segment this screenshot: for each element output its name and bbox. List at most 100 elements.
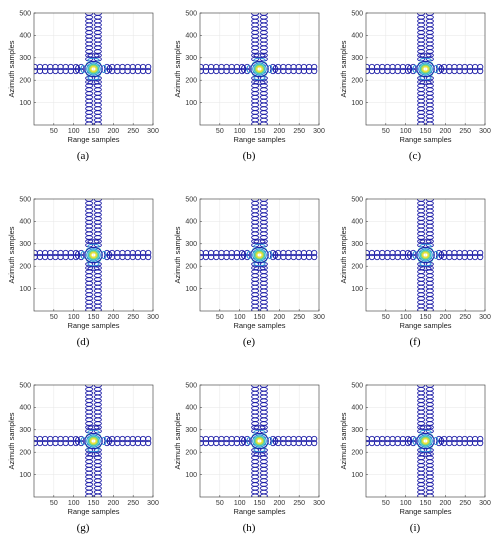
x-tick-label: 300 — [479, 128, 491, 135]
y-tick-label: 100 — [351, 472, 363, 479]
x-tick-label: 50 — [50, 128, 58, 135]
contour-plot: 50 100 150 200 250 300 100 200 300 400 500 Range sa… — [339, 10, 491, 144]
sidelobe-contour — [477, 249, 484, 257]
sidelobe-contour — [477, 439, 484, 447]
near-lobe-contour — [438, 436, 445, 446]
peak-contour — [255, 65, 264, 73]
x-tick-label: 50 — [382, 128, 390, 135]
peak-contour — [88, 250, 99, 260]
peak-contour — [416, 432, 435, 450]
y-tick-label: 400 — [185, 33, 197, 40]
y-axis-title: Azimuth samples — [7, 226, 16, 283]
y-tick-label: 500 — [185, 382, 197, 389]
peak-contour — [416, 60, 435, 78]
x-tick-label: 100 — [68, 500, 80, 507]
y-tick-label: 200 — [351, 450, 363, 457]
near-lobe-contour — [87, 452, 100, 457]
near-lobe-contour — [406, 436, 413, 446]
contour-group — [34, 385, 152, 497]
y-tick-label: 200 — [351, 264, 363, 271]
near-lobe-contour — [253, 266, 266, 271]
near-lobe-contour — [106, 250, 113, 260]
near-lobe-contour — [240, 436, 247, 446]
sidelobe-contour — [425, 13, 434, 16]
x-tick-label: 300 — [479, 314, 491, 321]
y-tick-label: 400 — [19, 33, 31, 40]
near-lobe-contour — [101, 250, 107, 260]
x-tick-label: 150 — [88, 314, 100, 321]
peak-contour — [419, 249, 432, 261]
x-axis-title: Range samples — [67, 321, 119, 330]
near-lobe-contour — [419, 425, 432, 430]
x-tick-label: 200 — [273, 500, 285, 507]
near-lobe-contour — [433, 250, 439, 260]
near-lobe-contour — [267, 250, 273, 260]
peak-contour — [252, 62, 267, 76]
y-tick-label: 500 — [351, 10, 363, 17]
peak-contour — [253, 435, 266, 447]
sidelobe-contour — [311, 67, 318, 75]
y-tick-label: 500 — [19, 196, 31, 203]
x-axis-title: Range samples — [399, 507, 451, 516]
y-tick-label: 500 — [185, 196, 197, 203]
near-lobe-contour — [106, 436, 113, 446]
x-tick-label: 300 — [313, 314, 325, 321]
sidelobe-contour — [477, 63, 484, 71]
near-lobe-contour — [419, 266, 432, 271]
peak-contour — [421, 251, 430, 259]
chart-panel: 50 100 150 200 250 300 100 200 300 400 500 Range sa… — [0, 372, 166, 555]
near-lobe-contour — [267, 64, 273, 74]
peak-contour — [253, 249, 266, 261]
y-tick-label: 300 — [19, 427, 31, 434]
x-tick-label: 100 — [400, 314, 412, 321]
peak-contour — [418, 248, 433, 262]
sidelobe-contour — [311, 435, 318, 443]
y-tick-label: 100 — [19, 100, 31, 107]
x-tick-label: 250 — [127, 128, 139, 135]
y-tick-label: 300 — [351, 55, 363, 62]
x-tick-label: 250 — [459, 128, 471, 135]
sidelobe-contour — [259, 13, 268, 16]
near-lobe-contour — [438, 64, 445, 74]
near-lobe-contour — [419, 80, 432, 85]
x-tick-label: 150 — [254, 128, 266, 135]
peak-contour — [418, 434, 433, 448]
y-tick-label: 300 — [351, 241, 363, 248]
sidelobe-contour — [259, 385, 268, 388]
x-axis-title: Range samples — [67, 507, 119, 516]
chart-panel: 50 100 150 200 250 300 100 200 300 400 500 Range sa… — [166, 372, 332, 555]
y-axis-title: Azimuth samples — [7, 412, 16, 469]
peak-contour — [255, 437, 264, 445]
near-lobe-contour — [101, 436, 107, 446]
y-axis-title: Azimuth samples — [7, 40, 16, 97]
contour-plot: 50 100 150 200 250 300 100 200 300 400 500 Range sa… — [7, 10, 159, 144]
contour-group — [200, 199, 318, 311]
x-axis-title: Range samples — [399, 135, 451, 144]
contour-group — [366, 13, 484, 125]
peak-contour — [253, 63, 266, 75]
peak-contour — [89, 437, 98, 445]
peak-contour — [84, 246, 103, 264]
x-tick-label: 300 — [313, 500, 325, 507]
y-tick-label: 100 — [185, 472, 197, 479]
y-tick-label: 100 — [351, 286, 363, 293]
near-lobe-contour — [272, 250, 279, 260]
x-tick-label: 300 — [147, 500, 159, 507]
near-lobe-contour — [412, 250, 418, 260]
sidelobe-contour — [251, 385, 260, 388]
sidelobe-contour — [85, 13, 94, 16]
near-lobe-contour — [80, 64, 86, 74]
x-tick-label: 200 — [439, 500, 451, 507]
x-tick-label: 150 — [420, 314, 432, 321]
near-lobe-contour — [87, 53, 100, 58]
sidelobe-contour — [425, 199, 434, 202]
near-lobe-contour — [412, 436, 418, 446]
near-lobe-contour — [80, 250, 86, 260]
x-tick-label: 100 — [400, 128, 412, 135]
sidelobe-contour — [145, 253, 152, 261]
near-lobe-contour — [240, 250, 247, 260]
contour-plot: 50 100 150 200 250 300 100 200 300 400 500 Range sa… — [7, 382, 159, 516]
contour-plot: 50 100 150 200 250 300 100 200 300 400 500 Range sa… — [7, 196, 159, 330]
y-tick-label: 100 — [185, 100, 197, 107]
chart-panel: 50 100 150 200 250 300 100 200 300 400 500 Range sa… — [332, 0, 498, 183]
